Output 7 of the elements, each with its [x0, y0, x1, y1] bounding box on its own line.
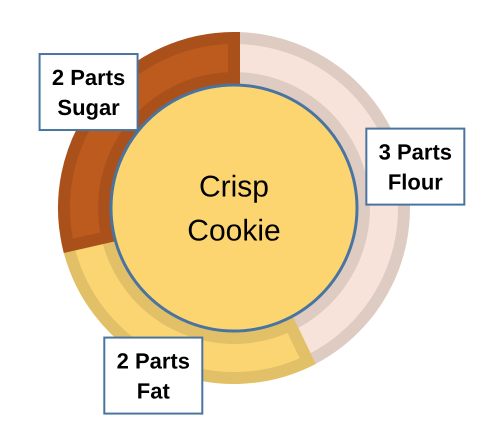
data-label: 3 Parts: [378, 140, 452, 165]
data-label: 2 Parts: [52, 65, 126, 90]
text: Crisp Cookie: [187, 170, 281, 248]
slice-label: Sugar: [57, 95, 120, 120]
slice-label: Fat: [136, 378, 170, 404]
data-label: 2 Parts: [116, 348, 190, 374]
slice-label: Flour: [388, 170, 444, 195]
